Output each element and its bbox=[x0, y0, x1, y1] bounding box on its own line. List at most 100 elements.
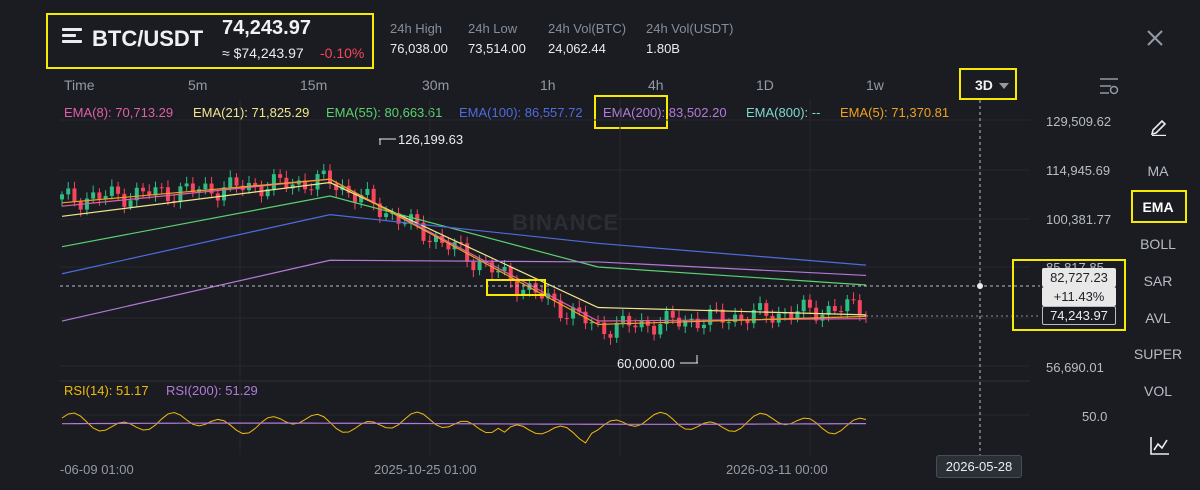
ema-100-label: EMA(100): 86,557.72 bbox=[459, 105, 583, 120]
candle-body bbox=[253, 182, 258, 186]
candle-body bbox=[764, 303, 769, 316]
y-tick-4: 56,690.01 bbox=[1046, 360, 1104, 375]
candle-body bbox=[789, 311, 794, 319]
candle-body bbox=[733, 314, 738, 323]
candle-body bbox=[433, 235, 438, 243]
candle-body bbox=[328, 170, 332, 184]
x-tick-1: -06-09 01:00 bbox=[60, 462, 134, 477]
candle-body bbox=[384, 213, 389, 217]
candle-body bbox=[776, 313, 781, 323]
candle-body bbox=[309, 189, 314, 191]
candle-body bbox=[589, 322, 594, 324]
candle-body bbox=[116, 186, 121, 194]
candle-body bbox=[602, 322, 607, 335]
candle-body bbox=[851, 299, 856, 301]
candle-body bbox=[134, 187, 139, 201]
chart-settings-icon[interactable] bbox=[1098, 76, 1120, 96]
candle-body bbox=[608, 334, 613, 338]
tab-1d[interactable]: 1D bbox=[756, 77, 774, 93]
candle-body bbox=[477, 261, 482, 271]
tab-5m[interactable]: 5m bbox=[188, 77, 208, 93]
candle-body bbox=[471, 261, 476, 271]
ema-line bbox=[61, 178, 867, 322]
stat-24h-low-label: 24h Low bbox=[468, 21, 518, 36]
stat-24h-low-value: 73,514.00 bbox=[468, 41, 526, 56]
indicator-ma[interactable]: MA bbox=[1147, 163, 1169, 179]
y-tick-2: 114,945.69 bbox=[1046, 163, 1111, 178]
low-annotation: 60,000.00 bbox=[617, 356, 675, 371]
candle-body bbox=[795, 311, 800, 319]
candle-body bbox=[184, 183, 189, 187]
menu-icon[interactable] bbox=[62, 28, 82, 44]
tab-30m[interactable]: 30m bbox=[422, 77, 450, 93]
candle-body bbox=[303, 180, 308, 190]
x-tick-2: 2025-10-25 01:00 bbox=[374, 462, 477, 477]
candle-body bbox=[103, 195, 108, 199]
indicator-avl[interactable]: AVL bbox=[1145, 310, 1171, 326]
candle-body bbox=[839, 311, 844, 313]
indicator-boll[interactable]: BOLL bbox=[1140, 236, 1176, 252]
candle-body bbox=[409, 214, 414, 224]
indicator-ema[interactable]: EMA bbox=[1142, 199, 1174, 215]
candle-body bbox=[153, 187, 158, 196]
candle-body bbox=[97, 192, 102, 199]
ema-line bbox=[61, 195, 867, 286]
tab-time[interactable]: Time bbox=[64, 77, 95, 93]
candle-body bbox=[832, 306, 837, 312]
pair-title[interactable]: BTC/USDT bbox=[92, 26, 204, 51]
candle-body bbox=[670, 310, 675, 318]
indicator-sar[interactable]: SAR bbox=[1143, 273, 1173, 289]
last-price: 74,243.97 bbox=[222, 17, 311, 39]
ema-21-label: EMA(21): 71,825.29 bbox=[193, 105, 310, 120]
pen-icon[interactable] bbox=[1149, 116, 1169, 136]
tab-15m[interactable]: 15m bbox=[300, 77, 328, 93]
candle-body bbox=[739, 314, 744, 320]
candle-body bbox=[701, 324, 706, 329]
indicator-vol[interactable]: VOL bbox=[1143, 383, 1172, 399]
candle-body bbox=[365, 188, 370, 195]
candle-body bbox=[514, 281, 519, 296]
candle-body bbox=[377, 203, 382, 217]
x-tick-3: 2026-03-11 00:00 bbox=[726, 462, 828, 477]
candle-body bbox=[508, 266, 513, 282]
candle-body bbox=[352, 192, 357, 203]
tab-1h[interactable]: 1h bbox=[540, 77, 556, 93]
current-price-tag: 74,243.97 bbox=[1042, 306, 1116, 325]
candle-body bbox=[458, 242, 463, 244]
candle-body bbox=[159, 187, 164, 189]
candle-body bbox=[502, 266, 507, 271]
ema-line bbox=[61, 181, 867, 316]
tab-3d[interactable]: 3D bbox=[975, 77, 1009, 93]
close-icon[interactable] bbox=[1146, 29, 1164, 47]
tab-4h[interactable]: 4h bbox=[648, 77, 664, 93]
candle-body bbox=[652, 325, 657, 335]
candle-body bbox=[271, 174, 276, 190]
candle-body bbox=[234, 177, 239, 186]
indicator-super[interactable]: SUPER bbox=[1133, 346, 1183, 362]
rsi-200-line bbox=[61, 422, 867, 425]
cursor-pct-tag: +11.43% bbox=[1042, 287, 1116, 306]
high-annotation: 126,199.63 bbox=[398, 132, 464, 147]
y-tick-3: 100,381.77 bbox=[1046, 212, 1112, 227]
chart-indicator-icon[interactable] bbox=[1149, 436, 1171, 456]
candle-body bbox=[203, 183, 208, 190]
candle-body bbox=[527, 283, 532, 290]
tab-3d-label: 3D bbox=[975, 77, 993, 93]
candle-body bbox=[190, 183, 195, 193]
candle-body bbox=[465, 243, 470, 262]
candle-body bbox=[658, 324, 663, 335]
ema-line bbox=[61, 214, 867, 275]
candle-body bbox=[359, 194, 364, 203]
stat-vol-btc-label: 24h Vol(BTC) bbox=[548, 21, 627, 36]
candle-body bbox=[334, 183, 339, 191]
candle-body bbox=[415, 214, 420, 223]
tab-1w[interactable]: 1w bbox=[866, 77, 884, 93]
candle-body bbox=[552, 293, 557, 301]
ema-line bbox=[61, 178, 867, 326]
candle-body bbox=[546, 293, 551, 299]
candle-body bbox=[633, 325, 638, 328]
change-percent: -0.10% bbox=[320, 45, 365, 61]
ema-line bbox=[61, 259, 867, 322]
candle-body bbox=[78, 201, 83, 210]
